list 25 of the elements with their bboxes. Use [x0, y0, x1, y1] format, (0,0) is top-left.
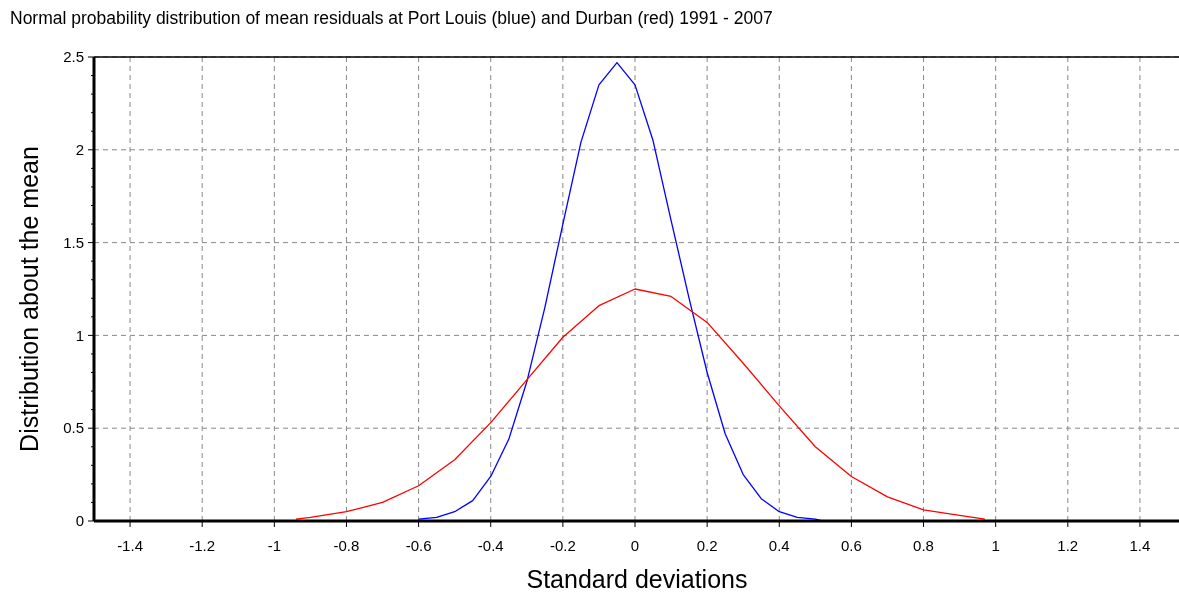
y-tick-label: 1 [75, 326, 84, 344]
x-tick-label: 0.8 [913, 537, 934, 554]
x-tick-label: -0.2 [549, 537, 576, 554]
y-tick-label: 0.5 [63, 419, 84, 437]
y-axis-title: Distribution about the mean [15, 146, 43, 452]
y-tick-label: 0 [75, 512, 84, 530]
x-axis-title: Standard deviations [526, 565, 748, 593]
chart-title: Normal probability distribution of mean residuals at Port Louis (blue) and Durban (red) 1991 - 2007 [10, 8, 773, 28]
x-tick-label: -0.6 [405, 537, 432, 554]
x-tick-label: 0.4 [768, 537, 790, 554]
y-tick-label: 1.5 [63, 233, 84, 251]
y-tick-label: 2 [75, 141, 84, 159]
x-tick-label: -1.2 [189, 537, 216, 554]
x-tick-label: 1 [991, 537, 1000, 554]
x-tick-label: -1.4 [117, 537, 143, 554]
line-series [295, 288, 986, 520]
y-tick-label: 2.5 [63, 48, 84, 66]
x-tick-label: -0.4 [477, 537, 504, 554]
x-tick-label: 1.2 [1057, 537, 1079, 554]
x-tick-label: 0.6 [840, 537, 862, 554]
x-tick-label: -0.8 [333, 537, 360, 554]
x-tick-label: 0 [630, 537, 640, 554]
x-tick-label: 0.2 [696, 537, 718, 554]
x-tick-label: -1 [267, 537, 282, 554]
x-tick-label: 1.4 [1129, 537, 1151, 554]
